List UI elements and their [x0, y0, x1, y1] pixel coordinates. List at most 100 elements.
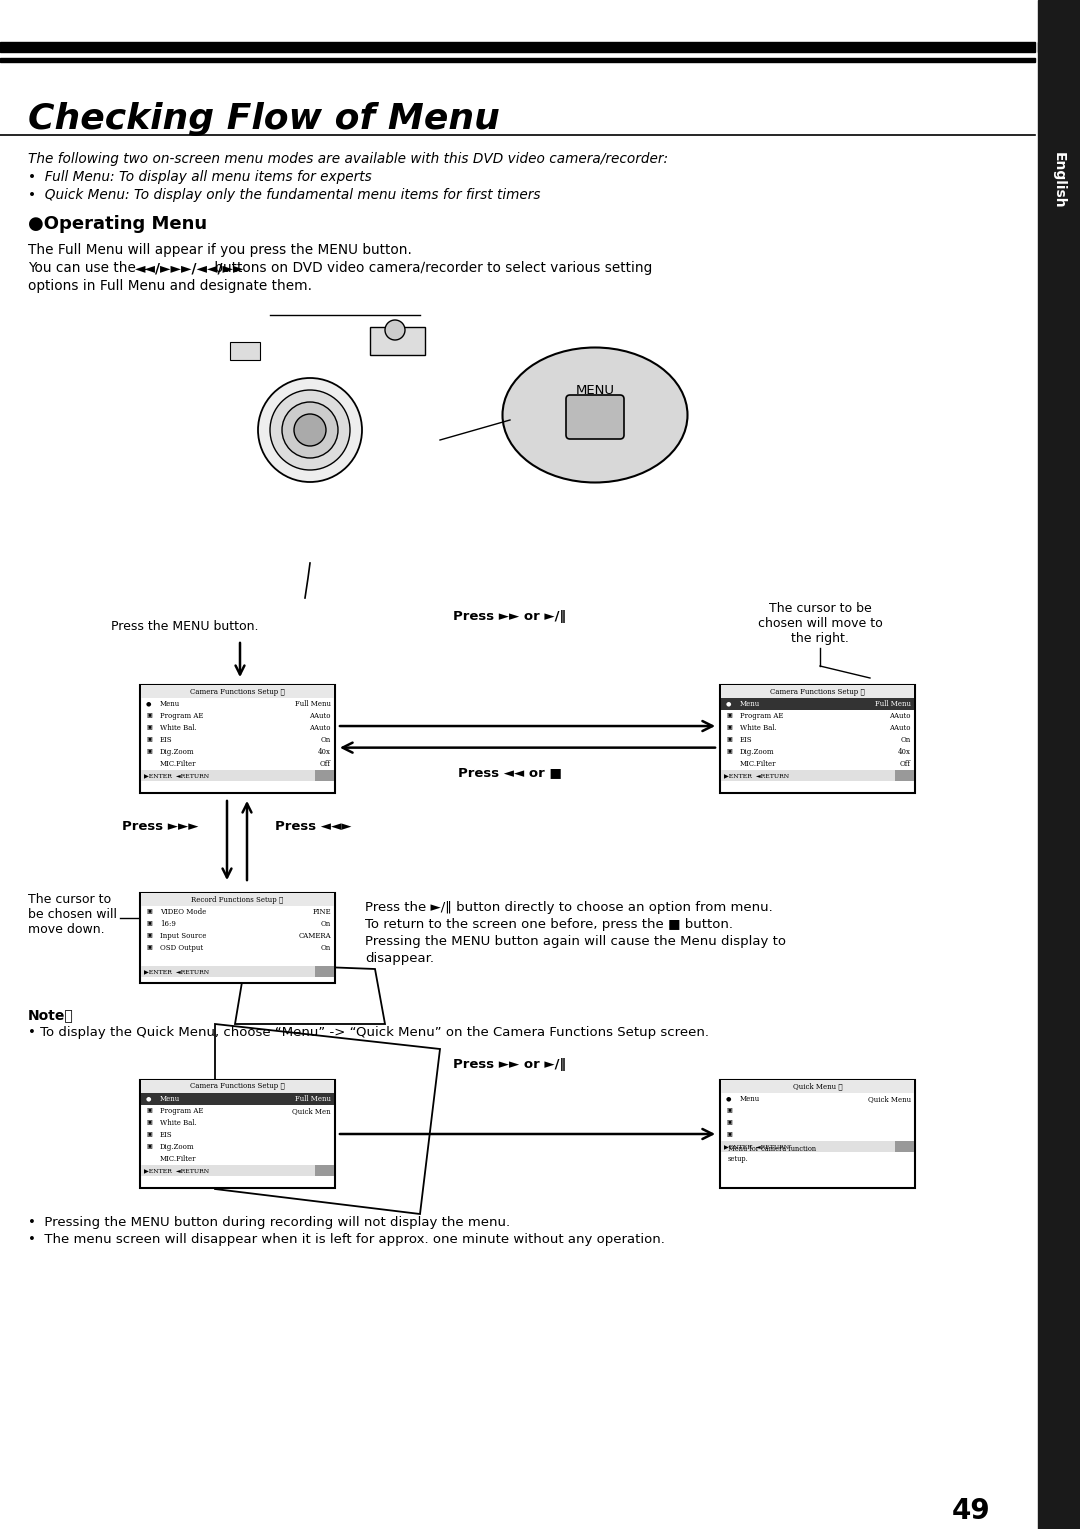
Bar [315, 771, 334, 781]
Text: The cursor to
be chosen will
move down.: The cursor to be chosen will move down. [28, 893, 117, 936]
Bar [721, 1141, 914, 1151]
Text: EIS: EIS [160, 1131, 173, 1139]
Text: ●Operating Menu: ●Operating Menu [28, 216, 207, 232]
Ellipse shape [502, 347, 688, 483]
Text: Program AE: Program AE [740, 713, 783, 720]
Text: White Bal.: White Bal. [160, 1119, 197, 1127]
FancyBboxPatch shape [566, 394, 624, 439]
Text: buttons on DVD video camera∕recorder to select various setting: buttons on DVD video camera∕recorder to … [210, 261, 652, 275]
Text: disappear.: disappear. [365, 953, 434, 965]
Circle shape [282, 402, 338, 459]
Text: AAuto: AAuto [890, 713, 912, 720]
Text: ●: ● [726, 702, 731, 706]
Bar [895, 771, 914, 781]
Text: Dig.Zoom: Dig.Zoom [160, 1144, 194, 1151]
Text: On: On [321, 943, 330, 953]
Text: ▶ENTER  ◄RETURN: ▶ENTER ◄RETURN [144, 969, 210, 974]
Text: ●: ● [726, 1096, 731, 1101]
Bar [1038, 0, 1080, 1529]
Text: ▶ENTER  ◄RETURN: ▶ENTER ◄RETURN [724, 774, 789, 778]
Bar [140, 685, 335, 794]
Text: options in Full Menu and designate them.: options in Full Menu and designate them. [28, 278, 312, 294]
Bar [141, 893, 334, 907]
Text: VIDEO Mode: VIDEO Mode [160, 908, 206, 916]
Text: •  Full Menu: To display all menu items for experts: • Full Menu: To display all menu items f… [28, 170, 372, 183]
Bar [141, 966, 334, 977]
Text: 49: 49 [951, 1497, 990, 1524]
Text: Menu: Menu [740, 1095, 760, 1102]
Text: ▣: ▣ [146, 737, 152, 743]
Bar [720, 685, 915, 794]
Text: Full Menu: Full Menu [295, 700, 330, 708]
Text: • To display the Quick Menu, choose “Menu” -> “Quick Menu” on the Camera Functio: • To display the Quick Menu, choose “Men… [28, 1026, 708, 1040]
Bar [721, 771, 914, 781]
Text: Off: Off [320, 760, 330, 768]
Text: ▣: ▣ [726, 737, 732, 743]
Bar [0, 58, 1035, 63]
Text: Dig.Zoom: Dig.Zoom [160, 748, 194, 755]
Text: Press ◄◄►: Press ◄◄► [275, 820, 351, 832]
Text: Note：: Note： [28, 1008, 73, 1021]
Text: Off: Off [900, 760, 912, 768]
Circle shape [384, 320, 405, 339]
Text: ◄◄/►►►/◄◄/►►: ◄◄/►►►/◄◄/►► [135, 261, 244, 275]
Text: The Full Menu will appear if you press the MENU button.: The Full Menu will appear if you press t… [28, 243, 411, 257]
Text: White Bal.: White Bal. [160, 725, 197, 732]
Bar [370, 327, 426, 355]
Text: The following two on-screen menu modes are available with this DVD video camera/: The following two on-screen menu modes a… [28, 151, 669, 167]
Text: Pressing the MENU button again will cause the Menu display to: Pressing the MENU button again will caus… [365, 936, 786, 948]
Text: 40x: 40x [318, 748, 330, 755]
Text: Full Menu: Full Menu [875, 700, 912, 708]
Text: MIC.Filter: MIC.Filter [160, 1154, 197, 1164]
Text: Menu for camera function: Menu for camera function [728, 1145, 816, 1153]
Text: Record Functions Setup ☉: Record Functions Setup ☉ [191, 896, 284, 904]
Text: ●: ● [146, 702, 151, 706]
Bar [720, 1079, 915, 1188]
Polygon shape [235, 963, 384, 1024]
Bar [140, 1079, 335, 1188]
Text: Menu: Menu [740, 700, 760, 708]
Text: To return to the screen one before, press the ■ button.: To return to the screen one before, pres… [365, 917, 733, 931]
Text: White Bal.: White Bal. [740, 725, 777, 732]
Text: 16:9: 16:9 [160, 920, 176, 928]
Circle shape [258, 378, 362, 482]
Bar [141, 1093, 334, 1105]
Circle shape [270, 390, 350, 469]
Text: Quick Menu: Quick Menu [868, 1095, 912, 1102]
Text: EIS: EIS [160, 735, 173, 745]
Circle shape [294, 414, 326, 446]
Text: You can use the: You can use the [28, 261, 140, 275]
Text: setup.: setup. [728, 1154, 748, 1164]
Text: Checking Flow of Menu: Checking Flow of Menu [28, 102, 500, 136]
Bar [315, 1165, 334, 1176]
Text: ▣: ▣ [146, 1133, 152, 1138]
Text: ▣: ▣ [146, 910, 152, 914]
Text: ▣: ▣ [726, 1109, 732, 1113]
Bar [895, 1141, 914, 1151]
Text: ▣: ▣ [146, 714, 152, 719]
Bar [1038, 41, 1080, 52]
Text: ▣: ▣ [146, 1109, 152, 1113]
Text: English: English [1052, 151, 1066, 208]
Text: Dig.Zoom: Dig.Zoom [740, 748, 774, 755]
Text: ▶ENTER  ◄RETURN: ▶ENTER ◄RETURN [144, 1168, 210, 1173]
Text: ▣: ▣ [726, 725, 732, 731]
Bar [721, 1079, 914, 1093]
Text: The cursor to be
chosen will move to
the right.: The cursor to be chosen will move to the… [758, 602, 882, 645]
Text: AAuto: AAuto [310, 725, 330, 732]
Text: •  Pressing the MENU button during recording will not display the menu.: • Pressing the MENU button during record… [28, 1216, 510, 1229]
Text: Press ◄◄ or ■: Press ◄◄ or ■ [458, 766, 562, 778]
Text: ▣: ▣ [726, 1133, 732, 1138]
Polygon shape [215, 1024, 440, 1214]
Text: Program AE: Program AE [160, 713, 203, 720]
Text: On: On [321, 920, 330, 928]
Text: MENU: MENU [576, 384, 615, 396]
Text: AAuto: AAuto [310, 713, 330, 720]
Text: Camera Functions Setup ☉: Camera Functions Setup ☉ [190, 688, 285, 696]
Text: ▣: ▣ [146, 749, 152, 754]
Text: ▣: ▣ [726, 1121, 732, 1125]
Text: ▣: ▣ [146, 945, 152, 951]
Text: Quick Menu ☉: Quick Menu ☉ [793, 1083, 842, 1090]
Text: Quick Men: Quick Men [293, 1107, 330, 1115]
Text: Press ►► or ►/‖: Press ►► or ►/‖ [454, 1058, 567, 1070]
